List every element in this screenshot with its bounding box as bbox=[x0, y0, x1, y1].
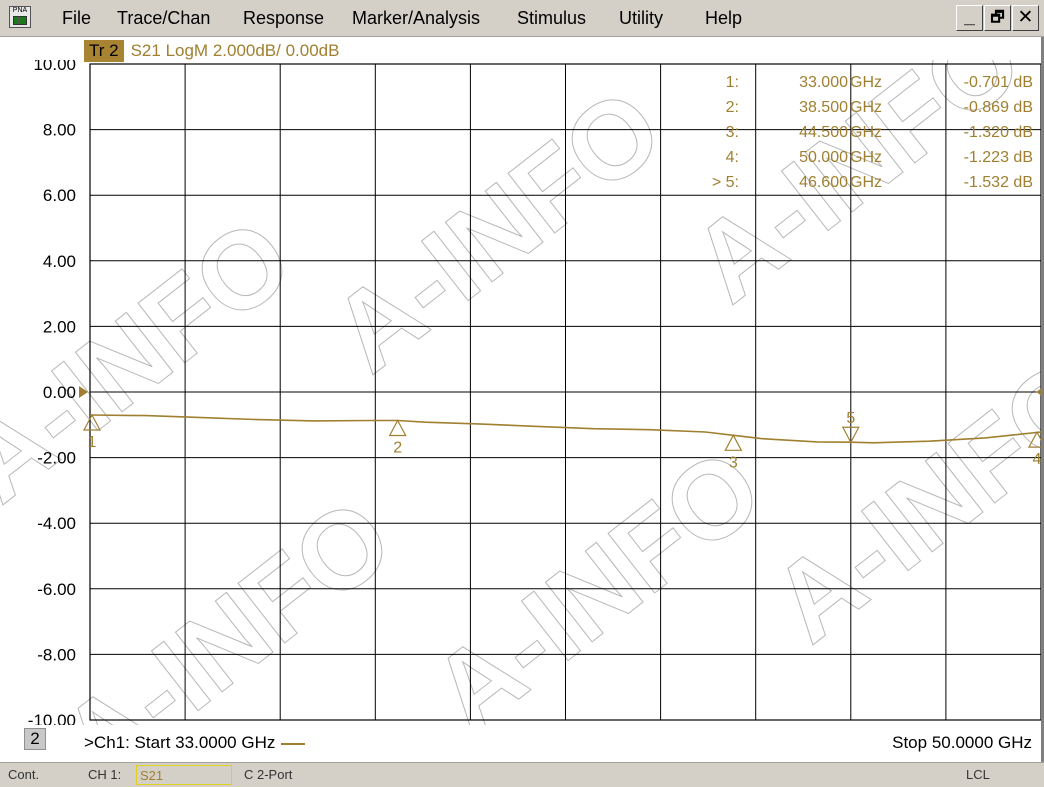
marker-5-label: 5 bbox=[846, 410, 855, 427]
marker-table: 1: 33.000 GHz -0.701 dB2: 38.500 GHz -0.869 dB… bbox=[712, 74, 1033, 191]
menu-bar: PNA File Trace/Chan Response Marker/Anal… bbox=[0, 0, 1044, 37]
y-tick-label: 6.00 bbox=[43, 186, 76, 205]
calibration-status: C 2-Port bbox=[244, 767, 293, 782]
marker-number: 4: bbox=[726, 149, 739, 166]
y-tick-label: -8.00 bbox=[37, 645, 76, 664]
menu-file[interactable]: File bbox=[62, 8, 92, 28]
marker-3-symbol bbox=[724, 434, 743, 451]
marker-value: -1.532 dB bbox=[964, 174, 1033, 191]
minimize-icon: _ bbox=[964, 7, 975, 28]
restore-icon: 🗗 bbox=[990, 9, 1005, 26]
menu-help[interactable]: Help bbox=[705, 8, 743, 28]
status-channel: CH 1: bbox=[88, 767, 122, 782]
y-axis-labels: 10.00 8.00 6.00 4.00 2.00 0.00 -2.00 -4.00 -6.00… bbox=[28, 60, 76, 725]
marker-table-row: 1: 33.000 GHz -0.701 dB bbox=[726, 74, 1033, 91]
close-button[interactable]: ✕ bbox=[1012, 5, 1039, 31]
watermark-text-2: A-INFO bbox=[310, 65, 684, 395]
marker-frequency: 50.000 bbox=[799, 149, 848, 166]
marker-4-label: 4 bbox=[1033, 451, 1042, 468]
marker-2-symbol bbox=[388, 419, 407, 437]
marker-1-label: 1 bbox=[88, 434, 97, 451]
sweep-mode: Cont. bbox=[8, 767, 40, 782]
watermark-text-6: A-INFO bbox=[750, 335, 1044, 665]
close-icon: ✕ bbox=[1017, 7, 1034, 28]
y-tick-label: -6.00 bbox=[37, 580, 76, 599]
marker-number: > 5: bbox=[712, 174, 739, 191]
plot-grid bbox=[89, 63, 1042, 721]
watermark-text-4: A-INFO bbox=[40, 475, 414, 725]
y-tick-label: -10.00 bbox=[28, 711, 76, 725]
menu-utility[interactable]: Utility bbox=[619, 8, 663, 28]
marker-frequency: 46.600 bbox=[799, 174, 848, 191]
marker-frequency: 44.500 bbox=[799, 124, 848, 141]
marker-value: -1.320 dB bbox=[964, 124, 1033, 141]
stop-frequency: Stop 50.0000 GHz bbox=[892, 733, 1032, 752]
marker-unit: GHz bbox=[850, 99, 882, 116]
channel-number[interactable]: 2 bbox=[24, 728, 46, 750]
marker-table-row: 2: 38.500 GHz -0.869 dB bbox=[726, 99, 1033, 116]
menu-marker-analysis[interactable]: Marker/Analysis bbox=[352, 8, 481, 28]
y-tick-label: 4.00 bbox=[43, 252, 76, 271]
marker-5-symbol bbox=[841, 426, 860, 444]
y-tick-label: 8.00 bbox=[43, 121, 76, 140]
y-tick-label: 10.00 bbox=[33, 60, 76, 74]
menu-trace-chan[interactable]: Trace/Chan bbox=[117, 8, 211, 28]
pna-app-icon[interactable]: PNA bbox=[9, 6, 31, 28]
marker-1-symbol bbox=[83, 413, 101, 431]
trace-line-group bbox=[89, 414, 1042, 444]
marker-number: 3: bbox=[726, 124, 739, 141]
marker-value: -1.223 dB bbox=[964, 149, 1033, 166]
marker-points: 1 2 3 4 5 bbox=[83, 410, 1044, 471]
y-tick-label: 2.00 bbox=[43, 317, 76, 336]
marker-frequency: 33.000 bbox=[799, 74, 848, 91]
watermark-text-1: A-INFO bbox=[0, 195, 314, 525]
marker-unit: GHz bbox=[850, 174, 882, 191]
marker-unit: GHz bbox=[850, 149, 882, 166]
marker-value: -0.869 dB bbox=[964, 99, 1033, 116]
trace-header: Tr 2 S21 LogM 2.000dB/ 0.00dB bbox=[84, 40, 339, 62]
marker-table-row: 3: 44.500 GHz -1.320 dB bbox=[726, 124, 1033, 141]
trace-line-1 bbox=[89, 414, 1042, 444]
trace-description: S21 LogM 2.000dB/ 0.00dB bbox=[130, 41, 340, 60]
marker-unit: GHz bbox=[850, 74, 882, 91]
marker-table-row: > 5: 46.600 GHz -1.532 dB bbox=[712, 174, 1033, 191]
trace-legend-line bbox=[281, 742, 306, 745]
marker-unit: GHz bbox=[850, 124, 882, 141]
menu-response[interactable]: Response bbox=[243, 8, 325, 28]
minimize-button[interactable]: _ bbox=[956, 5, 983, 31]
marker-2-label: 2 bbox=[393, 440, 402, 457]
menu-stimulus[interactable]: Stimulus bbox=[517, 8, 587, 28]
y-tick-label: 0.00 bbox=[43, 383, 76, 402]
y-tick-label: -4.00 bbox=[37, 514, 76, 533]
marker-number: 2: bbox=[726, 99, 739, 116]
marker-value: -0.701 dB bbox=[964, 74, 1033, 91]
marker-3-label: 3 bbox=[729, 454, 738, 471]
status-bar: Cont. CH 1: S21 C 2-Port LCL bbox=[0, 762, 1044, 787]
marker-frequency: 38.500 bbox=[799, 99, 848, 116]
frame-edge bbox=[1041, 37, 1044, 762]
marker-number: 1: bbox=[726, 74, 739, 91]
marker-table-row: 4: 50.000 GHz -1.223 dB bbox=[726, 149, 1033, 166]
restore-button[interactable]: 🗗 bbox=[984, 5, 1011, 31]
status-parameter[interactable]: S21 bbox=[136, 765, 232, 785]
trace-badge[interactable]: Tr 2 bbox=[84, 40, 124, 62]
analyzer-icon bbox=[13, 16, 27, 25]
start-frequency: >Ch1: Start 33.0000 GHz bbox=[84, 733, 306, 753]
reference-level-marker-left bbox=[79, 386, 88, 398]
remote-status: LCL bbox=[966, 767, 990, 782]
start-frequency-text: >Ch1: Start 33.0000 GHz bbox=[84, 733, 276, 752]
app-icon-label: PNA bbox=[12, 7, 28, 14]
y-tick-label: -2.00 bbox=[37, 449, 76, 468]
